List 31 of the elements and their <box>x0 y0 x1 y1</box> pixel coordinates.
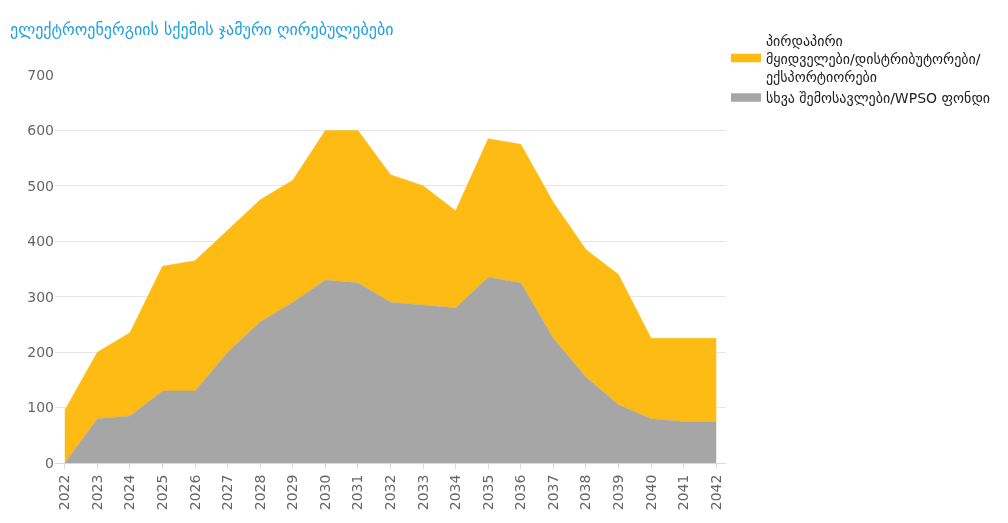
x-tick-label: 2027 <box>219 474 236 511</box>
x-tick-label: 2030 <box>316 474 333 511</box>
x-tick-label: 2035 <box>479 474 496 511</box>
x-tick-label: 2032 <box>382 474 399 511</box>
y-tick-label: 400 <box>27 233 54 250</box>
x-tick-label: 2022 <box>56 474 73 511</box>
y-tick-label: 200 <box>27 344 54 361</box>
x-tick-label: 2039 <box>610 474 627 511</box>
x-tick-label: 2023 <box>88 474 105 511</box>
y-tick-label: 500 <box>27 177 54 194</box>
x-tick-label: 2028 <box>251 474 268 511</box>
y-tick-label: 300 <box>27 288 54 305</box>
legend-label: სხვა შემოსავლები/WPSO ფონდი <box>766 90 991 107</box>
y-tick-label: 0 <box>45 454 54 471</box>
y-tick-label: 100 <box>27 399 54 416</box>
x-tick-label: 2024 <box>121 474 138 511</box>
x-tick-label: 2037 <box>544 474 561 511</box>
y-tick-label: 600 <box>27 122 54 139</box>
x-tick-label: 2040 <box>642 474 659 511</box>
x-tick-label: 2041 <box>675 474 692 511</box>
x-tick-label: 2034 <box>447 474 464 511</box>
y-tick-label: 700 <box>27 66 54 83</box>
x-tick-label: 2026 <box>186 474 203 511</box>
x-tick-label: 2042 <box>707 474 724 511</box>
chart-title: ელექტროენერგიის სქემის ჯამური ღირებულებები <box>10 19 394 39</box>
x-tick-label: 2029 <box>284 474 301 511</box>
x-tick-label: 2031 <box>349 474 366 511</box>
x-tick-label: 2025 <box>154 474 171 511</box>
x-tick-label: 2033 <box>414 474 431 511</box>
x-tick-label: 2038 <box>577 474 594 511</box>
x-tick-label: 2036 <box>512 474 529 511</box>
